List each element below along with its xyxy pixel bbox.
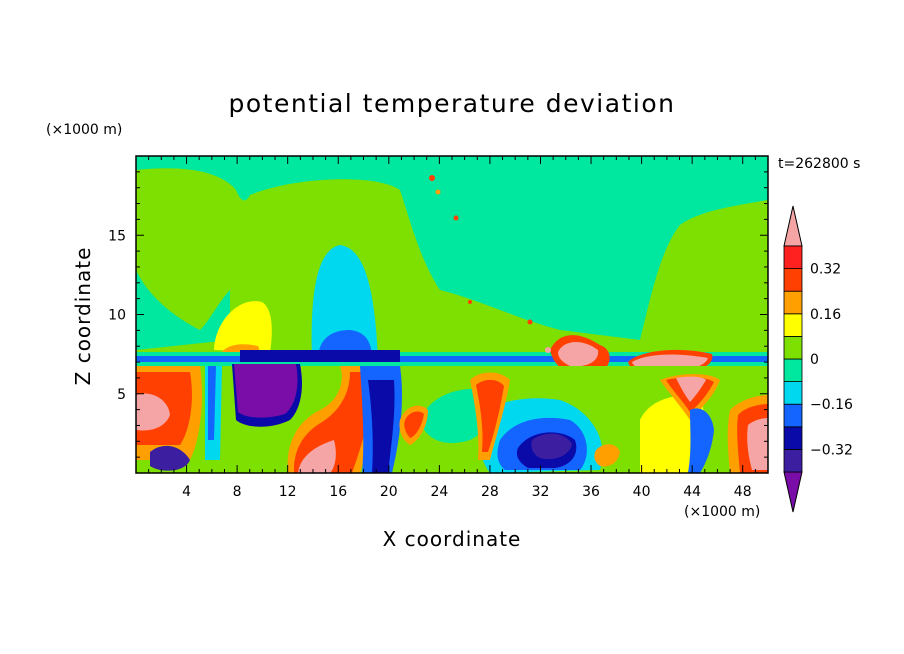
colorbar: 0.32 0.16 0 −0.16 −0.32 xyxy=(783,205,853,513)
y-tick-label: 15 xyxy=(108,228,126,244)
x-tick-label: 48 xyxy=(734,484,752,500)
colorbar-label: 0.16 xyxy=(810,307,841,323)
x-tick-label: 36 xyxy=(582,484,600,500)
x-tick-label: 32 xyxy=(532,484,550,500)
colorbar-segment xyxy=(783,313,803,337)
y-axis-label: Z coordinate xyxy=(71,247,95,386)
contour-field xyxy=(136,156,768,473)
colorbar-label: 0 xyxy=(810,352,819,368)
x-tick-label: 8 xyxy=(233,484,242,500)
colorbar-segment xyxy=(783,290,803,315)
y-axis: 5 10 15 xyxy=(108,171,768,458)
y-tick-label: 10 xyxy=(108,308,126,324)
colorbar-segment xyxy=(783,268,803,292)
colorbar-segment xyxy=(783,381,803,405)
colorbar-segment xyxy=(783,245,803,270)
x-unit-label: (×1000 m) xyxy=(684,504,760,520)
y-tick-label: 5 xyxy=(117,387,126,403)
x-tick-label: 24 xyxy=(430,484,448,500)
x-tick-label: 16 xyxy=(329,484,347,500)
x-tick-label: 44 xyxy=(683,484,701,500)
x-tick-label: 12 xyxy=(279,484,297,500)
colorbar-label: −0.16 xyxy=(810,397,853,413)
colorbar-segment xyxy=(783,448,803,473)
colorbar-max-triangle xyxy=(783,205,803,247)
colorbar-segment xyxy=(783,335,803,360)
x-tick-label: 40 xyxy=(633,484,651,500)
colorbar-min-triangle xyxy=(783,471,803,513)
x-axis: 4 8 12 16 20 24 28 32 36 40 44 48 xyxy=(148,156,756,500)
colorbar-label: 0.32 xyxy=(810,262,841,278)
time-label: t=262800 s xyxy=(778,156,860,172)
z-unit-label: (×1000 m) xyxy=(46,122,122,138)
colorbar-label: −0.32 xyxy=(810,442,853,458)
x-axis-label: X coordinate xyxy=(383,527,522,551)
x-tick-label: 28 xyxy=(481,484,499,500)
colorbar-segment xyxy=(783,358,803,383)
colorbar-segment xyxy=(783,426,803,450)
chart-title: potential temperature deviation xyxy=(229,89,676,118)
x-tick-label: 4 xyxy=(182,484,191,500)
x-tick-label: 20 xyxy=(380,484,398,500)
colorbar-segment xyxy=(783,403,803,428)
